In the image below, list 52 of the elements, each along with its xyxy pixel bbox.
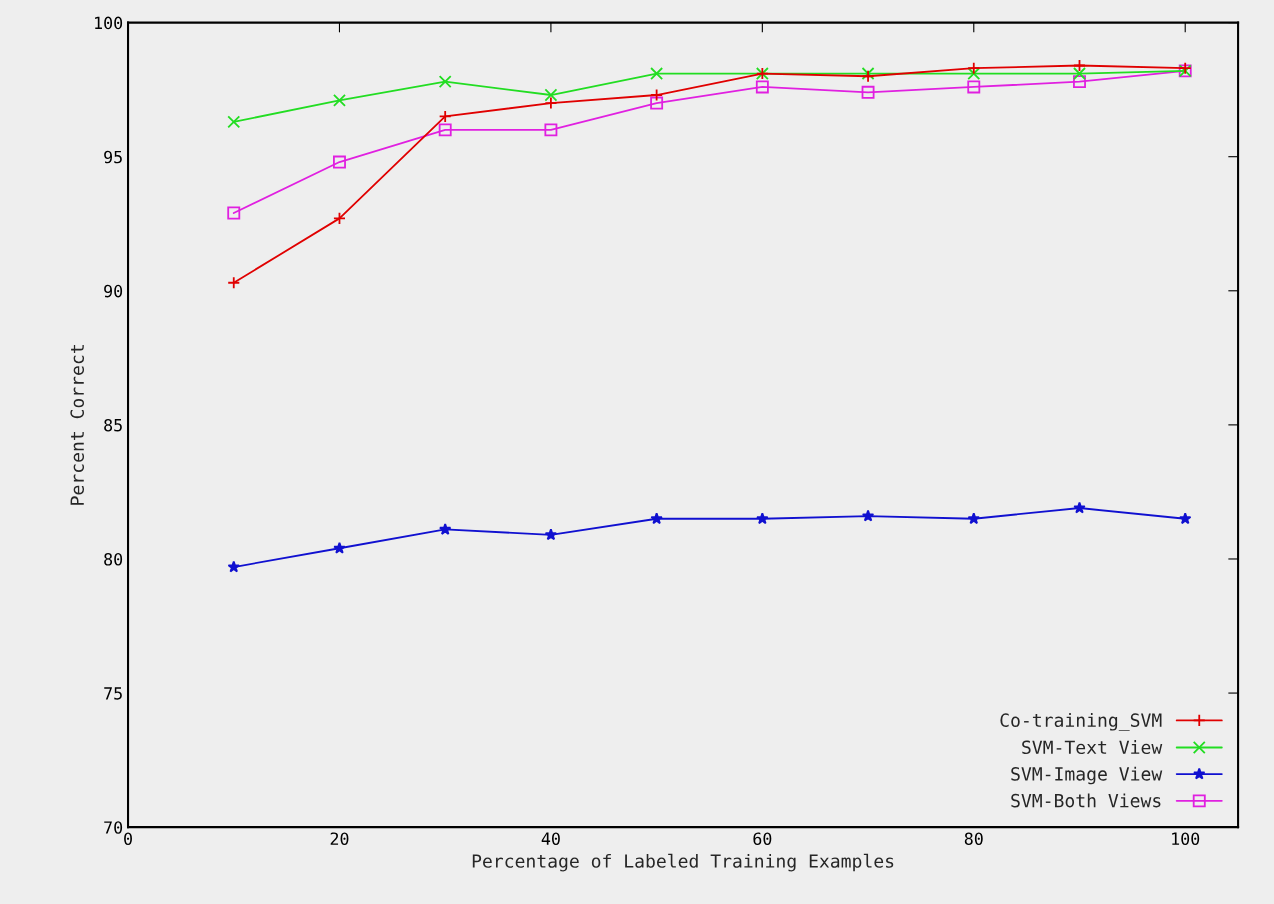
y-axis-title: Percent Correct [70,345,85,505]
point [333,155,346,169]
point [755,80,769,94]
point [1073,501,1086,514]
point [544,88,558,102]
point [544,96,558,110]
point [227,206,241,220]
point [544,123,558,137]
y-tick-label: 80 [104,552,123,566]
point [756,512,769,525]
point [967,80,981,94]
y-tick-label: 95 [104,150,122,164]
point [333,93,346,107]
x-tick-label: 100 [1172,832,1200,846]
x-tick-label: 80 [964,832,983,846]
y-tick-label: 85 [104,418,122,432]
x-axis-title: Percentage of Labeled Training Examples [472,853,894,872]
point [650,88,664,102]
point [439,523,452,535]
legend-label: Co-training_SVM [1000,713,1162,731]
point [650,96,664,110]
point [438,75,452,89]
legend-label: SVM-Text View [1022,740,1163,755]
point [333,541,346,554]
point [227,560,240,573]
y-tick-label: 90 [104,284,123,298]
point [227,276,241,290]
point [1073,75,1086,89]
point [333,211,346,225]
x-tick-label: 20 [330,832,349,846]
legend-label: SVM-Both Views [1011,793,1161,808]
point [967,61,981,75]
point [544,528,558,541]
point [967,67,981,81]
point [1073,59,1086,72]
x-tick-label: 60 [753,832,772,846]
x-tick-label: 0 [124,832,132,846]
point [650,512,663,525]
y-tick-label: 70 [104,821,123,834]
x-tick-label: 40 [541,832,560,846]
point [438,123,452,137]
point [861,509,875,522]
point [1179,512,1192,525]
point [861,85,875,99]
point [1073,67,1086,81]
point [438,110,452,123]
y-tick-label: 75 [104,687,122,700]
y-tick-label: 100 [95,16,123,30]
legend-label: SVM-Image View [1011,766,1163,785]
point [967,512,980,525]
point [650,67,664,81]
point [227,115,241,129]
